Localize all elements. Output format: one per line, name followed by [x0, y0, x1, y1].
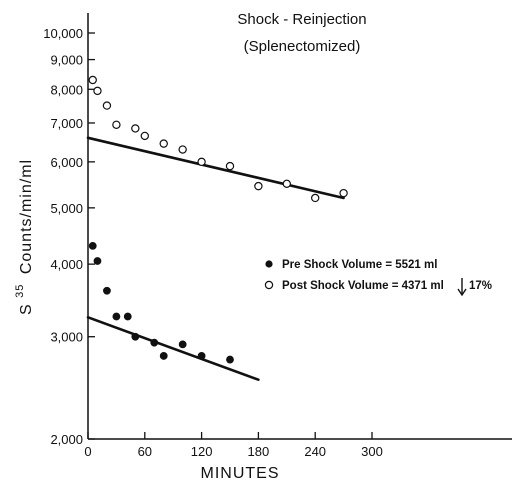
y-axis-title-superscript: 35 [14, 284, 26, 298]
data-point-pre [226, 355, 234, 364]
y-tick-label: 4,000 [50, 257, 83, 272]
x-tick-label: 180 [248, 444, 270, 459]
legend-annotation: 17% [469, 280, 492, 292]
data-point-post [112, 120, 121, 129]
chart-title: Shock - Reinjection [237, 11, 366, 28]
data-point-post [93, 86, 102, 96]
y-tick-label: 2,000 [50, 432, 83, 447]
data-point-post [140, 131, 149, 141]
data-point-pre [131, 332, 140, 341]
data-points [88, 75, 348, 364]
data-point-pre [197, 352, 206, 360]
x-tick-label: 0 [84, 444, 91, 459]
down-arrow-icon [457, 278, 467, 297]
y-tick-label: 8,000 [50, 82, 83, 97]
legend-label-post: Post Shock Volume = 4371 ml [282, 280, 444, 292]
legend-marker-pre [265, 260, 273, 268]
legend: Pre Shock Volume = 5521 ml Post Shock Vo… [264, 259, 492, 297]
data-point-post [197, 157, 206, 167]
x-tick-label: 300 [361, 444, 383, 459]
x-tick-label: 60 [138, 444, 152, 459]
data-point-post [131, 124, 140, 133]
data-point-pre [150, 338, 159, 347]
data-point-post [282, 179, 291, 189]
x-tick-label: 240 [304, 444, 326, 459]
y-tick-label: 6,000 [50, 155, 83, 170]
data-point-pre [93, 257, 102, 265]
data-point-pre [88, 242, 97, 250]
fit-line-pre [86, 316, 260, 382]
y-tick-label: 5,000 [50, 201, 83, 216]
data-point-pre [123, 312, 132, 321]
y-axis-title-prefix: S [18, 303, 35, 315]
axes [87, 13, 512, 440]
legend-marker-post [264, 280, 274, 290]
y-tick-label: 3,000 [50, 330, 83, 345]
y-axis-title: S 35 Counts/min/ml [10, 159, 35, 315]
data-point-post [339, 188, 348, 198]
chart-subtitle: (Splenectomized) [244, 38, 361, 55]
data-point-post [225, 161, 235, 171]
data-point-post [88, 75, 97, 85]
fit-line-post [86, 136, 345, 200]
ticks: 2,000 3,000 4,000 5,000 6,000 7,000 8,000 9,000… [43, 26, 383, 459]
y-axis-title-suffix: Counts/min/ml [18, 159, 35, 274]
data-point-pre [112, 312, 121, 321]
x-tick-label: 120 [191, 444, 213, 459]
data-point-post [102, 101, 112, 110]
fit-lines [86, 136, 345, 382]
data-point-post [178, 145, 187, 154]
y-tick-label: 10,000 [43, 26, 83, 41]
svg-text:S 35 Counts/min/ml: S 35 Counts/min/ml [10, 159, 35, 315]
data-point-pre [159, 352, 168, 360]
data-point-post [311, 193, 320, 203]
legend-label-pre: Pre Shock Volume = 5521 ml [282, 259, 437, 271]
data-point-post [159, 139, 168, 148]
y-tick-label: 9,000 [50, 53, 83, 68]
data-point-pre [103, 286, 111, 295]
y-tick-label: 7,000 [50, 116, 83, 131]
x-axis-title: MINUTES [201, 465, 280, 482]
data-point-post [254, 181, 263, 191]
data-point-pre [178, 340, 187, 349]
